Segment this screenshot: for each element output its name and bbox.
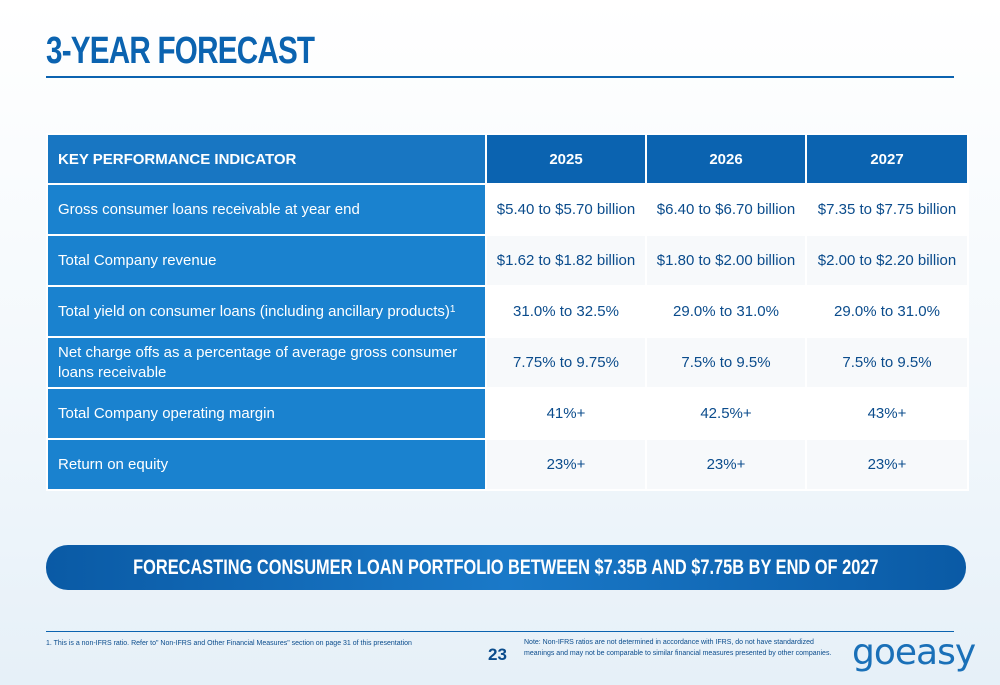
row-label: Return on equity	[46, 438, 487, 491]
table-row: Total yield on consumer loans (including…	[46, 285, 969, 338]
page-number: 23	[488, 645, 507, 664]
cell-2025: $1.62 to $1.82 billion	[485, 234, 647, 287]
row-label-text: Total yield on consumer loans (including…	[58, 302, 450, 320]
cell-2026: 23%+	[645, 438, 807, 491]
table-row: Gross consumer loans receivable at year …	[46, 183, 969, 236]
row-label: Total yield on consumer loans (including…	[46, 285, 487, 338]
cell-2025: $5.40 to $5.70 billion	[485, 183, 647, 236]
cell-2025: 31.0% to 32.5%	[485, 285, 647, 338]
table-row: Net charge offs as a percentage of avera…	[46, 336, 969, 389]
title-divider	[46, 76, 954, 78]
table-row: Total Company operating margin 41%+ 42.5…	[46, 387, 969, 440]
cell-2026: $1.80 to $2.00 billion	[645, 234, 807, 287]
table-row: Total Company revenue $1.62 to $1.82 bil…	[46, 234, 969, 287]
footnote: 1. This is a non-IFRS ratio. Refer to" N…	[46, 640, 412, 647]
cell-2027: 7.5% to 9.5%	[805, 336, 969, 389]
row-label-text: Return on equity	[58, 455, 169, 473]
cell-2025: 23%+	[485, 438, 647, 491]
cell-2026: 7.5% to 9.5%	[645, 336, 807, 389]
forecast-table: KEY PERFORMANCE INDICATOR 2025 2026 2027…	[46, 133, 969, 491]
goeasy-logo: goeasy	[852, 632, 976, 673]
row-label-text: Net charge offs as a percentage of avera…	[58, 343, 458, 381]
cell-2027: $2.00 to $2.20 billion	[805, 234, 969, 287]
table-row: Return on equity 23%+ 23%+ 23%+	[46, 438, 969, 491]
footnote-marker: 1	[449, 303, 456, 315]
row-label: Net charge offs as a percentage of avera…	[46, 336, 487, 389]
header-kpi: KEY PERFORMANCE INDICATOR	[46, 133, 487, 185]
cell-2026: $6.40 to $6.70 billion	[645, 183, 807, 236]
table-header-row: KEY PERFORMANCE INDICATOR 2025 2026 2027	[46, 133, 969, 185]
row-label-text: Total Company operating margin	[58, 404, 275, 422]
footer-divider	[46, 631, 954, 632]
cell-2027: $7.35 to $7.75 billion	[805, 183, 969, 236]
row-label-text: Total Company revenue	[58, 251, 217, 269]
forecast-banner: FORECASTING CONSUMER LOAN PORTFOLIO BETW…	[46, 545, 966, 590]
row-label: Total Company revenue	[46, 234, 487, 287]
row-label: Total Company operating margin	[46, 387, 487, 440]
header-2025: 2025	[485, 133, 647, 185]
cell-2027: 43%+	[805, 387, 969, 440]
header-2026: 2026	[645, 133, 807, 185]
cell-2026: 42.5%+	[645, 387, 807, 440]
banner-text: FORECASTING CONSUMER LOAN PORTFOLIO BETW…	[133, 555, 879, 579]
cell-2027: 29.0% to 31.0%	[805, 285, 969, 338]
row-label-text: Gross consumer loans receivable at year …	[58, 200, 360, 218]
cell-2027: 23%+	[805, 438, 969, 491]
cell-2025: 7.75% to 9.75%	[485, 336, 647, 389]
cell-2025: 41%+	[485, 387, 647, 440]
page-title: 3-YEAR FORECAST	[46, 30, 315, 72]
ifrs-note: Note: Non-IFRS ratios are not determined…	[524, 639, 832, 657]
row-label: Gross consumer loans receivable at year …	[46, 183, 487, 236]
header-2027: 2027	[805, 133, 969, 185]
cell-2026: 29.0% to 31.0%	[645, 285, 807, 338]
